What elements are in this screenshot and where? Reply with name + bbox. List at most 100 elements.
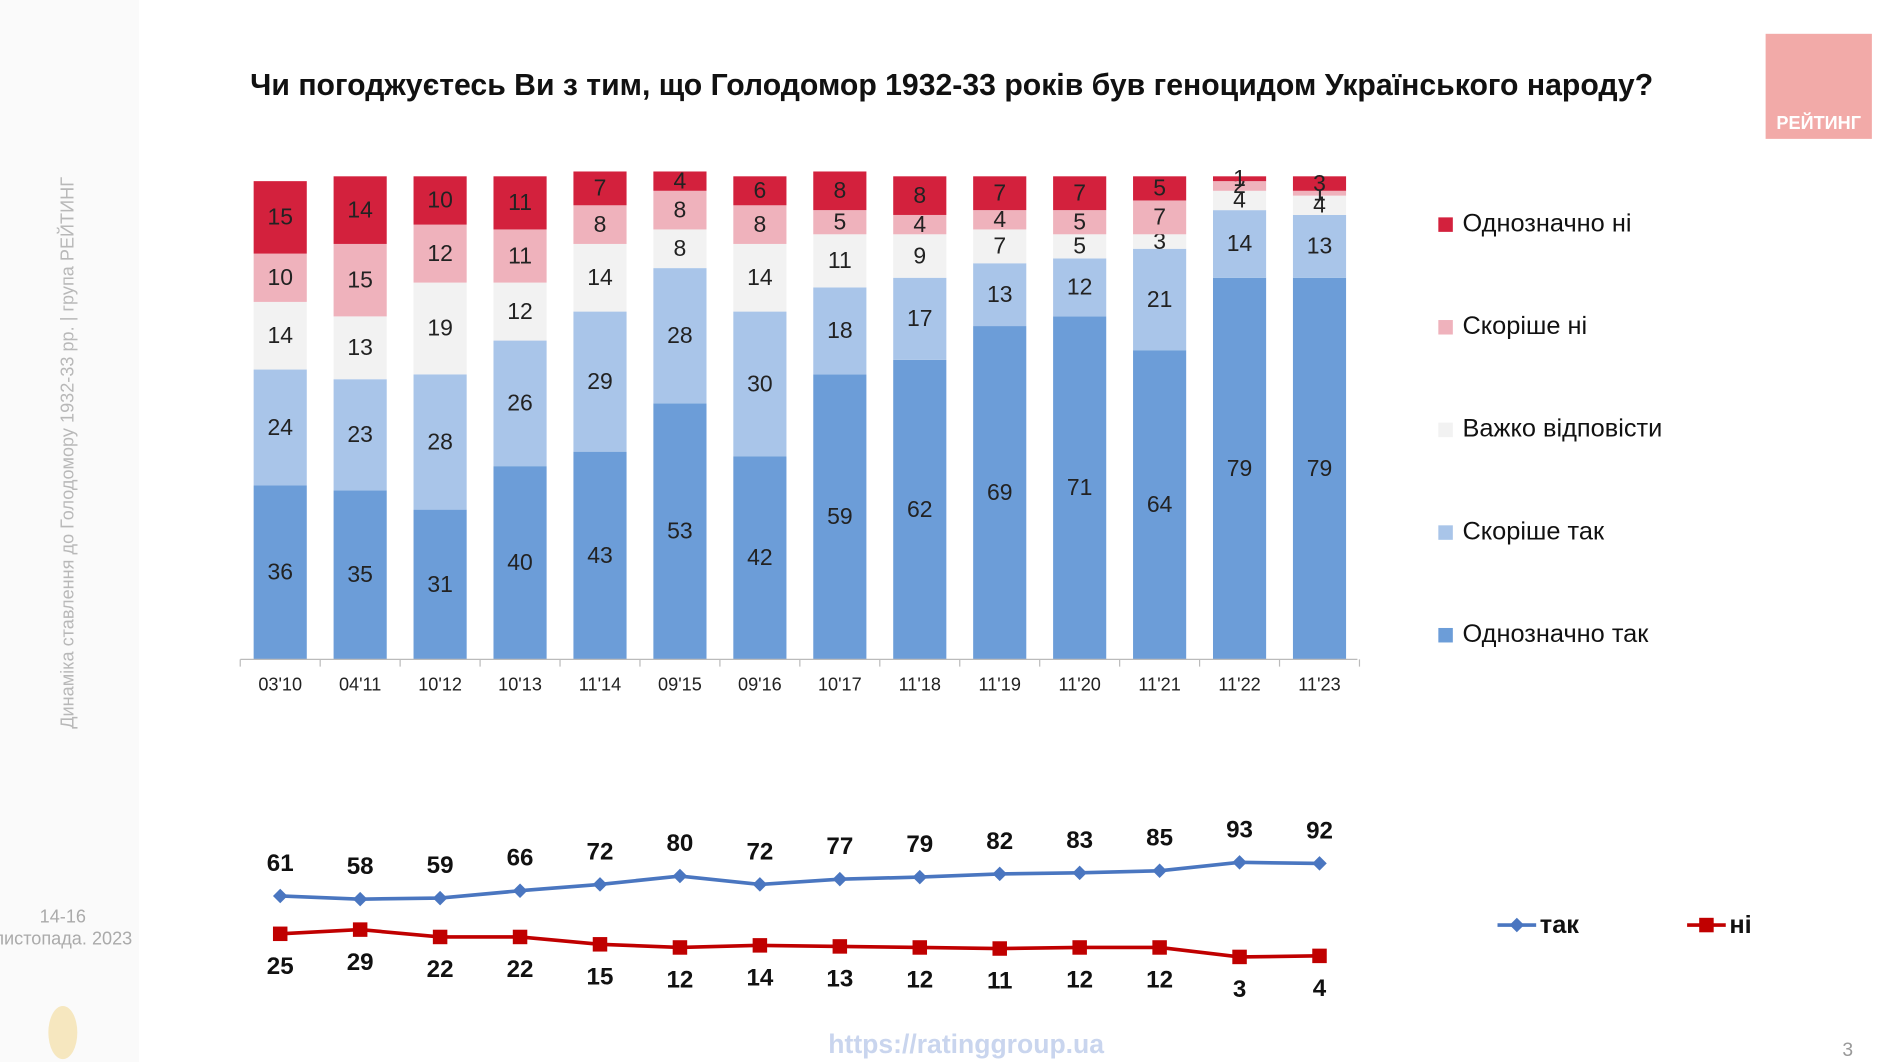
data-label: 26 xyxy=(507,390,533,416)
bar-segment xyxy=(893,359,947,660)
line xyxy=(280,927,1320,959)
data-label: 30 xyxy=(747,370,773,396)
data-label: 14 xyxy=(1227,230,1253,256)
data-label: 79 xyxy=(1307,455,1333,481)
point xyxy=(1232,855,1247,870)
bar-segment xyxy=(573,451,627,660)
data-label: 11 xyxy=(987,968,1013,995)
data-label: 10 xyxy=(267,264,293,290)
legend-label: ні xyxy=(1729,911,1751,939)
data-label: 21 xyxy=(1147,286,1173,312)
legend-swatch xyxy=(1438,627,1453,643)
bar-segment xyxy=(1053,258,1107,317)
x-tick-label: 11'22 xyxy=(1218,675,1260,695)
data-label: 28 xyxy=(667,322,693,348)
sidebar-caption: Динаміка ставлення до Голодомору 1932-33… xyxy=(57,177,78,729)
data-label: 23 xyxy=(347,421,373,447)
bar-segment xyxy=(493,340,547,467)
data-label: 14 xyxy=(267,322,293,348)
point xyxy=(832,939,848,954)
data-label: 82 xyxy=(986,828,1013,855)
data-label: 7 xyxy=(1153,204,1166,230)
bar-segment xyxy=(573,205,627,244)
bar-segment xyxy=(1292,214,1347,278)
page-number: 3 xyxy=(1842,1040,1853,1061)
bar-segment xyxy=(1212,210,1267,278)
bar-segment xyxy=(1133,248,1187,351)
data-label: 7 xyxy=(1073,179,1086,205)
data-label: 4 xyxy=(1313,975,1327,1002)
point xyxy=(1072,940,1087,955)
x-tick-label: 04'11 xyxy=(339,675,381,695)
data-label: 22 xyxy=(427,956,454,983)
point xyxy=(992,866,1007,882)
data-label: 9 xyxy=(913,242,926,268)
data-label: 85 xyxy=(1146,825,1173,852)
bar-segment xyxy=(733,176,787,206)
x-tick-label: 11'14 xyxy=(579,675,621,695)
data-label: 12 xyxy=(906,967,933,994)
legend-label: Важко відповісти xyxy=(1462,415,1662,443)
bar-segment xyxy=(1212,277,1267,660)
data-label: 42 xyxy=(747,544,773,570)
legend-swatch xyxy=(1438,422,1453,438)
data-label: 4 xyxy=(1233,187,1246,213)
data-label: 7 xyxy=(993,179,1006,205)
point xyxy=(672,940,688,955)
point xyxy=(912,869,928,885)
data-label: 8 xyxy=(833,177,846,203)
point xyxy=(352,922,368,937)
point xyxy=(592,937,608,952)
data-label: 6 xyxy=(754,177,767,203)
data-label: 7 xyxy=(993,233,1006,259)
data-label: 29 xyxy=(587,368,613,394)
data-label: 28 xyxy=(427,428,453,454)
bar-segment xyxy=(1212,176,1267,182)
point xyxy=(1312,948,1327,964)
data-label: 58 xyxy=(347,853,374,880)
bar-segment xyxy=(1292,277,1347,660)
data-label: 14 xyxy=(747,264,773,290)
x-tick-label: 09'15 xyxy=(658,675,702,695)
bar-segment xyxy=(573,311,627,452)
data-label: 5 xyxy=(1073,208,1086,234)
bar-segment xyxy=(653,171,707,191)
data-label: 7 xyxy=(594,175,607,201)
data-label: 61 xyxy=(267,850,294,877)
logo: РЕЙТИНГ xyxy=(1776,112,1861,133)
data-label: 13 xyxy=(987,281,1013,307)
bar-segment xyxy=(1212,190,1267,211)
data-label: 12 xyxy=(1067,274,1093,300)
bar-segment xyxy=(973,263,1027,327)
x-tick-label: 11'19 xyxy=(979,675,1021,695)
bar-segment xyxy=(1292,195,1347,215)
data-label: 3 xyxy=(1233,976,1246,1003)
bar-segment xyxy=(813,287,867,375)
bar-segment xyxy=(653,403,707,660)
x-tick-label: 11'21 xyxy=(1138,675,1180,695)
bar-segment xyxy=(813,234,867,288)
x-tick-label: 10'17 xyxy=(818,675,862,695)
data-label: 12 xyxy=(427,240,453,266)
legend-swatch xyxy=(1438,217,1453,232)
date-line: 14-16 xyxy=(40,907,86,927)
data-label: 5 xyxy=(1153,175,1166,201)
bar-segment xyxy=(653,190,707,230)
point xyxy=(832,871,848,887)
data-label: 71 xyxy=(1067,474,1093,500)
data-label: 4 xyxy=(1313,192,1326,218)
date-line: листопада. 2023 xyxy=(0,928,132,948)
data-label: 13 xyxy=(347,334,373,360)
data-label: 14 xyxy=(587,264,613,290)
point xyxy=(1152,940,1167,955)
data-label: 15 xyxy=(587,964,614,991)
data-label: 35 xyxy=(347,561,373,587)
data-label: 40 xyxy=(507,549,533,575)
bar-segment xyxy=(1053,316,1107,660)
point xyxy=(512,883,528,898)
sidebar xyxy=(0,0,139,1062)
data-label: 36 xyxy=(267,559,293,585)
data-label: 31 xyxy=(427,571,453,597)
